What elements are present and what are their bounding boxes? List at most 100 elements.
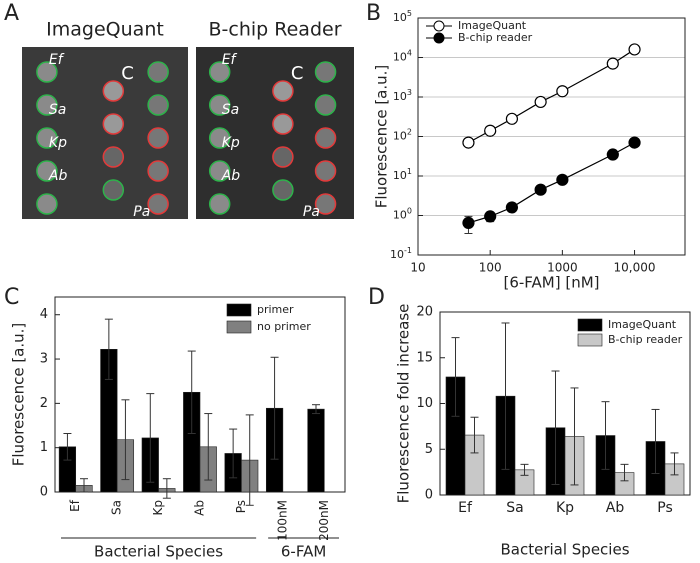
tick-base: 10 [393,209,407,222]
y-tick-label: 3 [40,352,48,367]
y-tick-label: 10-1 [390,246,412,262]
x-tick-label: 100 [479,261,502,275]
group-label: 6-FAM [281,543,326,561]
spot [147,94,169,116]
tick-exponent: 3 [407,88,412,97]
spot [102,80,125,102]
spot [272,80,294,102]
data-point [556,85,569,98]
legend-label: ImageQuant [458,19,527,32]
x-tick-label: Sa [110,500,124,515]
x-tick-label: Sa [506,500,523,516]
x-tick-label: Ps [657,500,673,516]
legend-swatch [577,333,603,347]
error-bar [312,404,320,415]
data-point [556,173,569,186]
tick-base: 10 [390,248,404,261]
panel-label: B [366,1,381,26]
legend-label: B-chip reader [608,333,683,346]
error-bar [162,478,171,499]
tick-exponent: 2 [407,127,412,136]
error-bar [104,318,113,380]
y-tick-label: 0 [40,485,48,500]
spot-label: Ab [221,168,241,184]
spot [36,193,58,215]
data-point [505,112,519,125]
y-tick-label: 104 [393,48,412,64]
spot [147,193,169,215]
legend-marker [433,20,445,32]
y-tick-label: 105 [393,9,412,25]
x-tick-label: Ab [193,500,207,516]
x-tick-label: Ab [606,500,625,516]
data-point [628,136,641,149]
x-axis-title: [6-FAM] [nM] [503,274,599,292]
y-axis-title: Fluorescence fold increase [395,304,413,504]
spot-label: Kp [49,135,67,151]
spot [208,127,231,149]
error-bar [245,414,254,506]
y-tick-label: 2 [40,396,48,411]
legend-label: primer [257,303,294,316]
x-tick-label: 1000 [547,261,578,275]
image-title: B-chip Reader [209,19,342,41]
spot [36,61,58,83]
x-tick-label: Ef [68,499,82,512]
spot [314,94,337,116]
legend-label: no primer [257,320,311,333]
y-axis-title: Fluorescence [a.u.] [373,65,391,209]
spot [147,61,169,83]
data-point [484,210,497,223]
tick-base: 10 [393,169,407,182]
spot [36,160,58,182]
y-tick-label: 101 [393,167,412,183]
data-point [628,43,641,56]
spot [314,127,337,149]
spot [36,127,58,149]
y-tick-label: 20 [416,305,433,320]
tick-base: 10 [393,130,407,143]
x-axis-title: Bacterial Species [500,541,629,559]
spot [36,94,58,116]
spot-label: Sa [222,102,239,118]
y-tick-label: 15 [416,350,433,365]
x-tick-label: 10,000 [614,261,656,275]
tick-exponent: 5 [407,9,412,18]
plot-frame [417,17,686,256]
tick-exponent: 0 [407,206,412,215]
error-bar [204,413,213,481]
tick-exponent: 1 [407,167,412,176]
data-point [505,201,519,214]
legend-swatch [577,318,603,332]
x-tick-label: Ps [234,500,248,513]
spot-label: Ef [222,52,238,68]
legend-marker [433,32,445,44]
tick-base: 10 [393,51,407,64]
error-bar [229,428,238,479]
spot [102,179,125,201]
error-bar [670,452,679,476]
panel-label: D [368,285,385,310]
spot [102,146,125,168]
error-bar [80,478,88,493]
x-tick-label: Kp [556,500,574,516]
y-tick-label: 0 [425,488,433,503]
error-bar [551,370,560,485]
spot [314,193,337,215]
spot [314,160,337,182]
error-bar [146,393,155,483]
y-tick-label: 4 [40,307,48,322]
spot-label: Pa [133,204,150,220]
error-bar [651,408,660,474]
spot [147,160,169,182]
data-point [534,183,547,196]
spot-label: Ab [48,168,68,184]
legend-label: B-chip reader [458,31,533,44]
spot-label: Ef [49,52,65,68]
y-tick-label: 1 [40,440,48,455]
spot-label: Sa [49,102,66,118]
error-bar [121,399,130,481]
error-bar [470,416,479,454]
y-tick-label: 102 [393,127,412,143]
y-tick-label: 5 [425,442,433,457]
